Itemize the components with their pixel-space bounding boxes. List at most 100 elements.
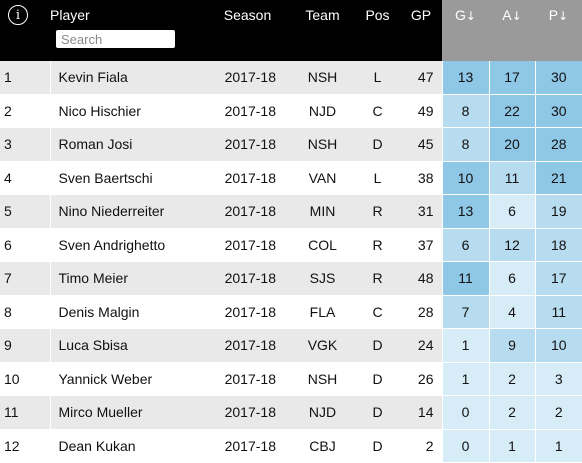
rank-cell: 12	[0, 429, 50, 463]
column-header-points[interactable]: P↓	[535, 0, 582, 30]
table-row: 5 Nino Niederreiter 2017-18 MIN R 31 13 6 19	[0, 194, 582, 229]
player-name-cell: Luca Sbisa	[49, 328, 205, 363]
position-cell: D	[355, 395, 400, 430]
goals-cell: 0	[441, 429, 489, 463]
goals-header-label: G	[455, 7, 466, 23]
rank-cell: 8	[0, 295, 50, 329]
games-played-cell: 49	[400, 94, 442, 128]
goals-cell: 13	[441, 61, 489, 95]
column-header-goals[interactable]: G↓	[442, 0, 489, 30]
position-cell: R	[355, 194, 400, 229]
search-input[interactable]	[56, 30, 175, 48]
assists-cell: 20	[488, 127, 535, 162]
column-header-pos[interactable]: Pos	[355, 0, 400, 30]
team-cell: VGK	[290, 328, 355, 363]
assists-cell: 11	[488, 161, 535, 195]
player-name-cell: Dean Kukan	[49, 429, 205, 463]
games-played-cell: 38	[400, 161, 442, 195]
table-row: 7 Timo Meier 2017-18 SJS R 48 11 6 17	[0, 261, 582, 296]
points-cell: 11	[534, 295, 582, 329]
player-name-cell: Timo Meier	[49, 261, 205, 296]
points-cell: 3	[534, 362, 582, 396]
goals-cell: 10	[441, 161, 489, 195]
position-cell: C	[355, 94, 400, 128]
assists-cell: 1	[488, 429, 535, 463]
rank-cell: 2	[0, 94, 50, 128]
player-name-cell: Nino Niederreiter	[49, 194, 205, 229]
table-row: 2 Nico Hischier 2017-18 NJD C 49 8 22 30	[0, 94, 582, 128]
team-cell: FLA	[290, 295, 355, 329]
assists-cell: 2	[488, 395, 535, 430]
player-name-cell: Denis Malgin	[49, 295, 205, 329]
points-cell: 21	[534, 161, 582, 195]
assists-cell: 12	[488, 228, 535, 262]
assists-cell: 9	[488, 328, 535, 363]
table-row: 11 Mirco Mueller 2017-18 NJD D 14 0 2 2	[0, 395, 582, 430]
position-cell: R	[355, 261, 400, 296]
team-cell: COL	[290, 228, 355, 262]
info-header-cell: i	[0, 0, 50, 30]
points-cell: 10	[534, 328, 582, 363]
team-cell: CBJ	[290, 429, 355, 463]
column-header-assists[interactable]: A↓	[489, 0, 535, 30]
season-cell: 2017-18	[205, 395, 290, 430]
goals-cell: 13	[441, 194, 489, 229]
goals-cell: 6	[441, 228, 489, 262]
rank-cell: 10	[0, 362, 50, 396]
assists-cell: 4	[488, 295, 535, 329]
points-cell: 28	[534, 127, 582, 162]
column-header-player[interactable]: Player	[50, 0, 205, 30]
goals-cell: 0	[441, 395, 489, 430]
position-cell: D	[355, 127, 400, 162]
games-played-cell: 48	[400, 261, 442, 296]
assists-cell: 22	[488, 94, 535, 128]
games-played-cell: 28	[400, 295, 442, 329]
table-header: i Player Season Team Pos GP G↓ A↓ P↓	[0, 0, 582, 61]
games-played-cell: 31	[400, 194, 442, 229]
column-header-season[interactable]: Season	[205, 0, 290, 30]
points-cell: 30	[534, 61, 582, 95]
player-name-cell: Sven Baertschi	[49, 161, 205, 195]
filter-spacer	[205, 30, 290, 61]
info-icon[interactable]: i	[8, 5, 28, 25]
assists-cell: 17	[488, 61, 535, 95]
goals-cell: 8	[441, 127, 489, 162]
table-row: 12 Dean Kukan 2017-18 CBJ D 2 0 1 1	[0, 429, 582, 463]
team-cell: NSH	[290, 127, 355, 162]
position-cell: L	[355, 61, 400, 95]
table-row: 8 Denis Malgin 2017-18 FLA C 28 7 4 11	[0, 295, 582, 329]
position-cell: L	[355, 161, 400, 195]
column-header-team[interactable]: Team	[290, 0, 355, 30]
team-cell: NJD	[290, 395, 355, 430]
rank-cell: 4	[0, 161, 50, 195]
filter-spacer	[400, 30, 442, 61]
assists-cell: 2	[488, 362, 535, 396]
table-row: 6 Sven Andrighetto 2017-18 COL R 37 6 12 18	[0, 228, 582, 262]
goals-cell: 11	[441, 261, 489, 296]
player-name-cell: Mirco Mueller	[49, 395, 205, 430]
table-body: 1 Kevin Fiala 2017-18 NSH L 47 13 17 30 2 Nico His…	[0, 61, 582, 463]
search-cell	[50, 30, 205, 61]
games-played-cell: 2	[400, 429, 442, 463]
position-cell: C	[355, 295, 400, 329]
table-row: 10 Yannick Weber 2017-18 NSH D 26 1 2 3	[0, 362, 582, 396]
points-cell: 19	[534, 194, 582, 229]
season-cell: 2017-18	[205, 328, 290, 363]
position-cell: R	[355, 228, 400, 262]
column-header-gp[interactable]: GP	[400, 0, 442, 30]
games-played-cell: 14	[400, 395, 442, 430]
team-cell: SJS	[290, 261, 355, 296]
points-cell: 30	[534, 94, 582, 128]
rank-cell: 11	[0, 395, 50, 430]
player-name-cell: Kevin Fiala	[49, 61, 205, 95]
team-cell: MIN	[290, 194, 355, 229]
rank-cell: 7	[0, 261, 50, 296]
position-cell: D	[355, 362, 400, 396]
season-cell: 2017-18	[205, 295, 290, 329]
table-row: 3 Roman Josi 2017-18 NSH D 45 8 20 28	[0, 127, 582, 162]
filter-spacer	[489, 30, 535, 61]
player-name-cell: Yannick Weber	[49, 362, 205, 396]
player-name-cell: Nico Hischier	[49, 94, 205, 128]
rank-cell: 6	[0, 228, 50, 262]
